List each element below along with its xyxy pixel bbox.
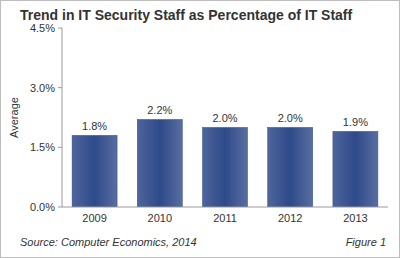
outer-frame — [1, 1, 400, 258]
x-tick-label: 2012 — [278, 212, 302, 224]
title: Trend in IT Security Staff as Percentage… — [20, 7, 353, 23]
x-axis-line — [62, 207, 388, 208]
chart-svg: Trend in IT Security Staff as Percentage… — [0, 0, 400, 258]
bar — [333, 131, 378, 207]
x-tick-label: 2009 — [82, 212, 106, 224]
y-tick-label: 0.0% — [30, 201, 55, 213]
y-tick-label: 3.0% — [30, 82, 55, 94]
x-tick-label: 2010 — [148, 212, 172, 224]
y-tick — [58, 87, 62, 88]
source-note: Source: Computer Economics, 2014 — [20, 236, 197, 248]
bar — [137, 119, 182, 207]
y-tick — [58, 28, 62, 29]
data-label: 2.2% — [147, 104, 172, 116]
y-axis-label: Average — [8, 97, 20, 138]
bar — [268, 127, 313, 207]
figure-label: Figure 1 — [346, 236, 386, 248]
y-axis-line — [62, 28, 63, 207]
bar — [72, 135, 117, 207]
y-tick — [58, 147, 62, 148]
y-tick — [58, 207, 62, 208]
y-tick-label: 4.5% — [30, 22, 55, 34]
chart-container: Trend in IT Security Staff as Percentage… — [0, 0, 400, 258]
x-tick-label: 2013 — [343, 212, 367, 224]
bars — [72, 119, 378, 207]
y-tick-label: 1.5% — [30, 141, 55, 153]
data-label: 2.0% — [278, 112, 303, 124]
data-label: 1.9% — [343, 116, 368, 128]
data-label: 1.8% — [82, 120, 107, 132]
data-label: 2.0% — [212, 112, 237, 124]
bar — [203, 127, 248, 207]
x-tick-label: 2011 — [213, 212, 237, 224]
